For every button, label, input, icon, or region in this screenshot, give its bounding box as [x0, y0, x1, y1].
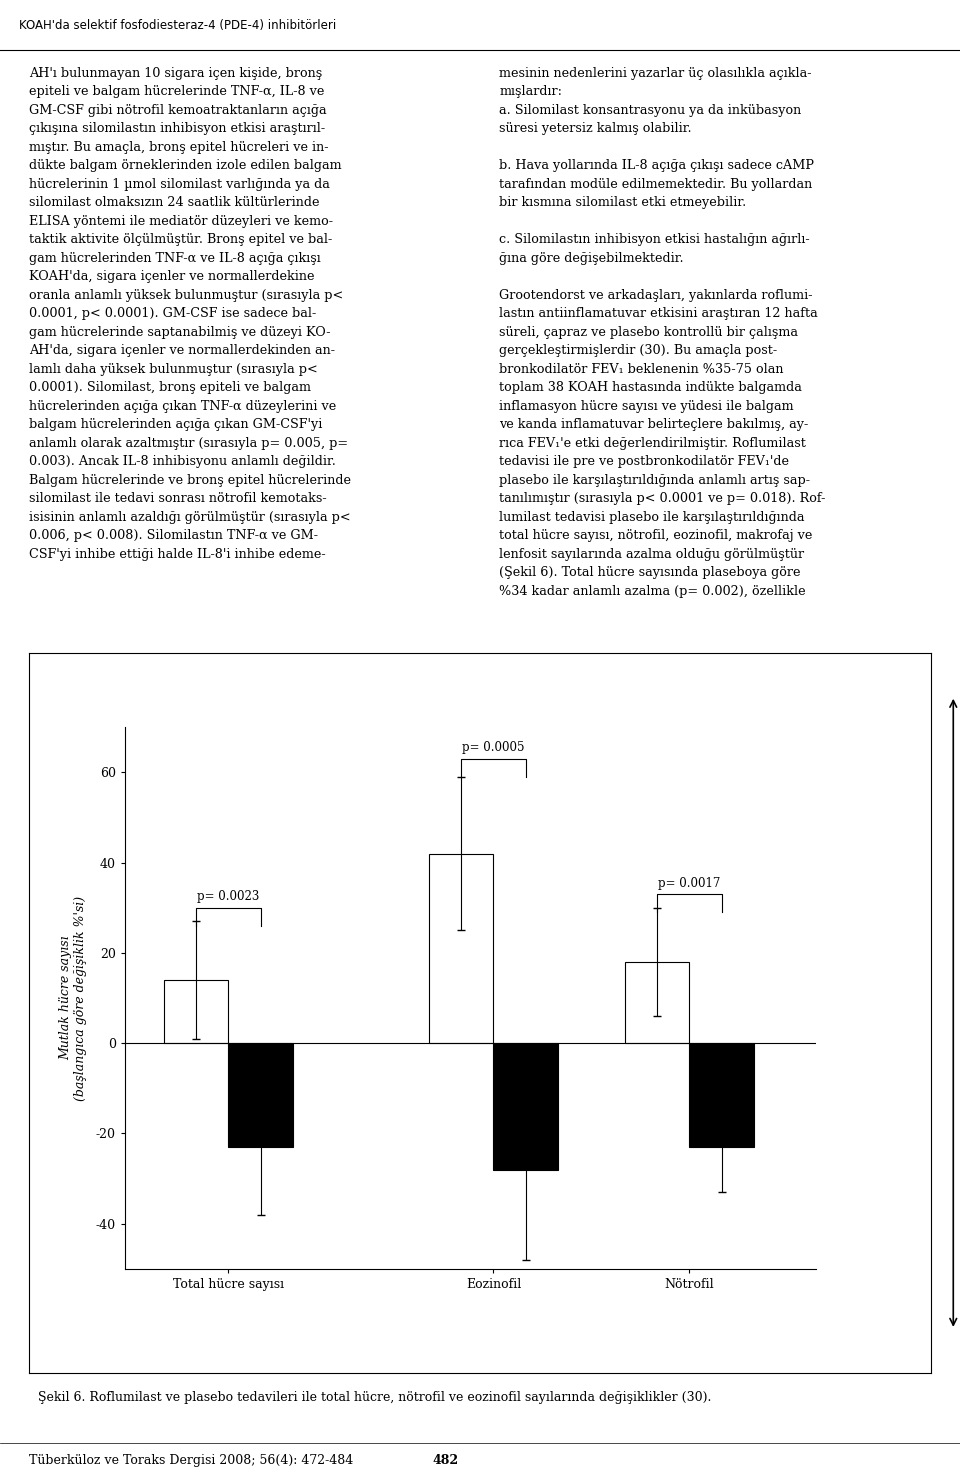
Y-axis label: Mutlak hücre sayısı
(başlangıca göre değişiklik %'si): Mutlak hücre sayısı (başlangıca göre değ… [60, 895, 87, 1101]
Text: mesinin nedenlerini yazarlar üç olasılıkla açıkla-
mışlardır:
a. Silomilast kons: mesinin nedenlerini yazarlar üç olasılık… [499, 67, 826, 598]
Text: KOAH'da selektif fosfodiesteraz-4 (PDE-4) inhibitörleri: KOAH'da selektif fosfodiesteraz-4 (PDE-4… [19, 19, 336, 31]
Text: p= 0.0005: p= 0.0005 [462, 741, 525, 754]
Bar [493, 1043, 558, 1169]
Text: p= 0.0023: p= 0.0023 [198, 890, 259, 904]
Bar [429, 853, 493, 1043]
Text: 482: 482 [432, 1454, 458, 1468]
Text: Şekil 6. Roflumilast ve plasebo tedavileri ile total hücre, nötrofil ve eozinofi: Şekil 6. Roflumilast ve plasebo tedavile… [38, 1391, 711, 1404]
Bar [228, 1043, 293, 1147]
Bar [625, 962, 689, 1043]
Text: AH'ı bulunmayan 10 sigara içen kişide, bronş
epiteli ve balgam hücrelerinde TNF-: AH'ı bulunmayan 10 sigara içen kişide, b… [29, 67, 350, 561]
Bar [164, 979, 228, 1043]
Text: Tüberküloz ve Toraks Dergisi 2008; 56(4): 472-484: Tüberküloz ve Toraks Dergisi 2008; 56(4)… [29, 1454, 353, 1468]
Text: p= 0.0017: p= 0.0017 [659, 877, 720, 889]
Bar [689, 1043, 754, 1147]
